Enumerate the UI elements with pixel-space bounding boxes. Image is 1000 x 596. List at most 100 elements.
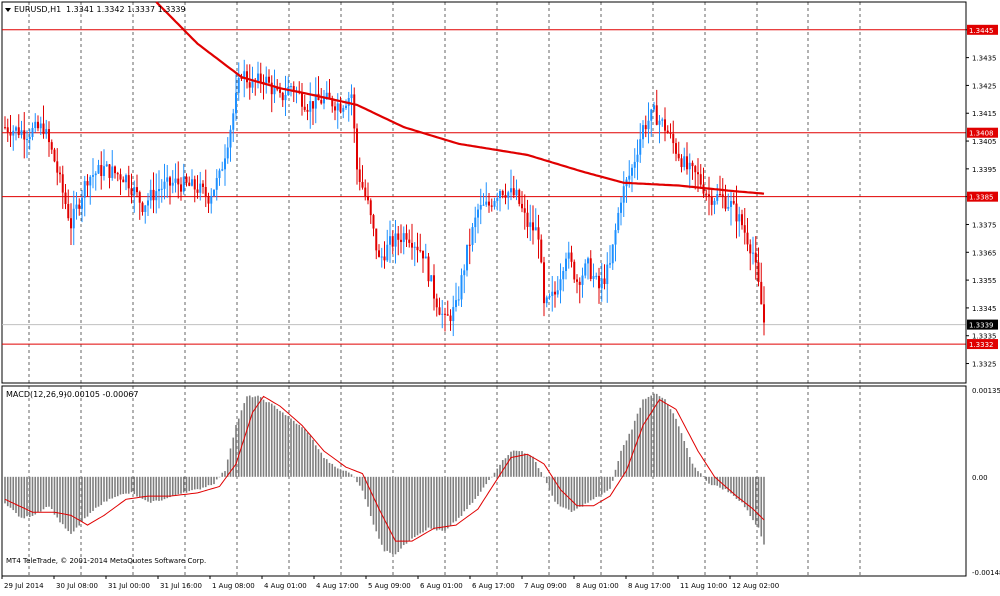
candle-body <box>532 222 534 231</box>
candle-body <box>191 179 193 186</box>
macd-bar <box>642 399 644 477</box>
candle-body <box>534 227 537 231</box>
macd-bar <box>460 476 463 516</box>
macd-bar <box>196 476 199 490</box>
macd-bar <box>177 476 180 495</box>
candle-body <box>543 262 545 304</box>
candle-body <box>719 194 721 196</box>
time-tick-label: 6 Aug 01:00 <box>420 582 463 590</box>
candle-body <box>358 169 361 182</box>
macd-bar <box>94 476 97 508</box>
macd-bar <box>512 450 515 477</box>
macd-bar <box>743 476 746 508</box>
macd-bar <box>540 472 543 477</box>
candle-body <box>504 195 507 198</box>
macd-bar <box>532 456 534 477</box>
candle-body <box>136 187 138 193</box>
candle-body <box>600 278 603 289</box>
price-tick-label: 1.3435 <box>972 55 997 63</box>
macd-bar <box>237 418 240 477</box>
candle-body <box>493 200 496 207</box>
macd-bar <box>702 476 705 477</box>
macd-bar <box>174 476 177 496</box>
level-label: 1.3445 <box>969 27 994 35</box>
candle-body <box>83 181 86 198</box>
candle-body <box>496 198 499 201</box>
candle-body <box>292 86 295 92</box>
candle-body <box>246 71 248 83</box>
time-tick-label: 6 Aug 17:00 <box>472 582 515 590</box>
candle-body <box>642 125 644 140</box>
macd-bar <box>108 476 111 499</box>
candle-body <box>570 252 573 262</box>
candle-body <box>523 208 526 213</box>
time-axis: 29 Jul 2014 30 Jul 08:00 31 Jul 00:00 31 Ju… <box>1 576 779 590</box>
macd-bar <box>595 476 598 497</box>
macd-bar <box>559 476 562 507</box>
candle-body <box>438 307 441 315</box>
macd-bar <box>314 445 317 477</box>
candle-body <box>724 196 727 209</box>
level-label: 1.3332 <box>969 341 994 349</box>
macd-values: -0.00105 -0.00067 <box>64 390 138 399</box>
candle-body <box>587 258 589 264</box>
moving-average <box>155 1 765 195</box>
macd-bar <box>6 476 9 507</box>
candle-body <box>144 205 147 212</box>
candle-body <box>455 300 457 308</box>
candle-body <box>56 161 59 173</box>
candle-body <box>716 194 719 201</box>
macd-bar <box>281 412 284 477</box>
macd-bar <box>111 476 114 499</box>
macd-bar <box>749 476 752 516</box>
macd-bar <box>169 476 171 498</box>
candle-body <box>416 246 419 251</box>
level-label-box <box>967 339 998 350</box>
macd-bar <box>141 476 144 499</box>
macd-bar <box>229 448 232 477</box>
candle-body <box>741 214 743 226</box>
price-tick-label: 1.3345 <box>972 305 997 313</box>
macd-bar <box>581 476 584 507</box>
macd-bar <box>144 476 147 501</box>
macd-bar <box>664 399 666 477</box>
candle-body <box>708 194 710 197</box>
macd-bar <box>735 476 738 499</box>
macd-bar <box>210 476 213 486</box>
candle-body <box>9 132 12 136</box>
candle-body <box>138 192 141 203</box>
candle-body <box>303 106 306 110</box>
macd-bar <box>589 476 592 501</box>
candle-body <box>202 183 204 187</box>
candle-body <box>559 279 562 291</box>
candle-body <box>477 209 479 218</box>
chevron-down-icon[interactable] <box>5 8 11 12</box>
macd-bar <box>130 476 133 493</box>
macd-tick-label: 0.00 <box>972 474 988 482</box>
macd-bar <box>727 476 730 493</box>
macd-bar <box>372 476 375 525</box>
level-label: 1.3408 <box>969 130 994 138</box>
macd-bar <box>567 476 570 510</box>
macd-bar <box>218 476 221 478</box>
candle-body <box>449 315 452 322</box>
macd-bar <box>534 462 537 477</box>
candle-body <box>721 194 724 197</box>
macd-tick-label: 0.00135 <box>972 387 1000 395</box>
candle-body <box>42 123 45 135</box>
macd-bar <box>424 476 427 531</box>
candle-body <box>463 270 466 276</box>
macd-bar <box>422 476 424 533</box>
candle-body <box>31 127 34 137</box>
candle-body <box>251 80 254 88</box>
candle-body <box>507 192 510 198</box>
candle-body <box>383 256 386 261</box>
macd-tick-label: -0.00148 <box>972 569 1000 577</box>
macd-bar <box>42 476 45 510</box>
candle-body <box>672 133 675 144</box>
candle-body <box>548 295 551 298</box>
macd-bar <box>576 476 578 509</box>
macd-bar <box>644 398 647 477</box>
